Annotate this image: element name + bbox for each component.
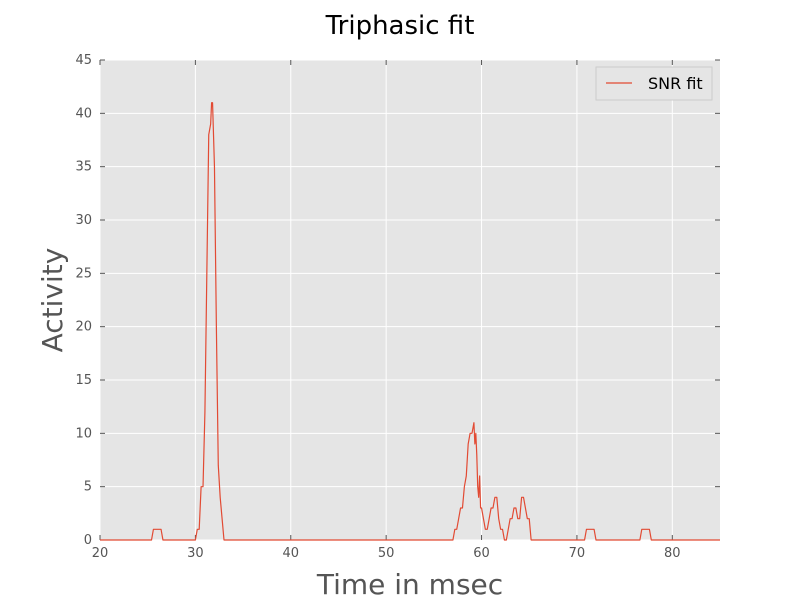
x-tick-label: 30 (187, 546, 204, 561)
series-layer (100, 102, 720, 541)
x-tick-label: 60 (473, 546, 490, 561)
x-tick-label: 80 (664, 546, 681, 561)
legend-label: SNR fit (648, 74, 703, 93)
chart-title: Triphasic fit (325, 11, 475, 41)
x-tick-label: 40 (282, 546, 299, 561)
y-tick-label: 0 (84, 533, 92, 548)
x-tick-label: 50 (378, 546, 395, 561)
plot-area (100, 60, 720, 540)
gridlines (99, 59, 720, 541)
y-tick-label: 30 (75, 213, 92, 228)
legend: SNR fit (595, 66, 713, 101)
y-tick-label: 25 (75, 266, 92, 281)
x-axis-label: Time in msec (316, 568, 503, 600)
y-tick-label: 20 (75, 320, 92, 335)
y-tick-label: 15 (75, 373, 92, 388)
y-tick-label: 45 (75, 53, 92, 68)
y-axis-label: Activity (36, 248, 69, 353)
y-tick-label: 35 (75, 160, 92, 175)
y-tick-label: 10 (75, 426, 92, 441)
axis-ticks: 20 30 40 50 60 70 80 0 5 10 15 20 25 30 35 40 45 (75, 53, 720, 561)
series-line-snr-fit (100, 102, 720, 541)
y-tick-label: 40 (75, 106, 92, 121)
x-tick-label: 20 (92, 546, 109, 561)
y-tick-label: 5 (84, 480, 92, 495)
x-tick-label: 70 (569, 546, 586, 561)
